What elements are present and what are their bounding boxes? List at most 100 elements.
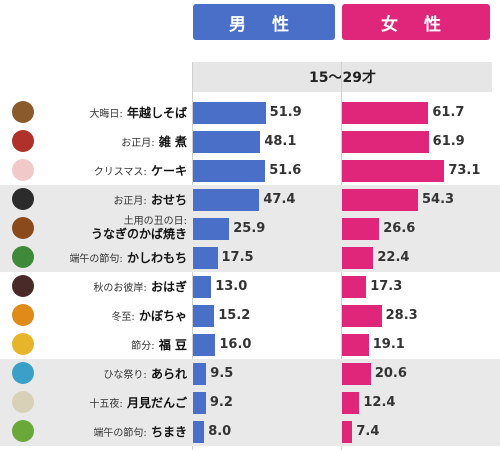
male-value-label: 51.6 bbox=[269, 163, 302, 178]
female-value-label: 61.7 bbox=[432, 105, 465, 120]
male-value-label: 51.9 bbox=[269, 105, 302, 120]
kashiwa-mochi-icon bbox=[12, 246, 34, 268]
category-label: お正月: 雑 煮 bbox=[121, 127, 187, 156]
male-bar bbox=[193, 276, 212, 298]
male-bar bbox=[193, 334, 216, 356]
pumpkin-icon bbox=[12, 304, 34, 326]
tsukimi-dango-icon bbox=[12, 391, 34, 413]
beans-box-icon bbox=[12, 333, 34, 355]
category-label: お正月: おせち bbox=[113, 185, 187, 214]
category-prefix: 節分: bbox=[131, 340, 155, 352]
osechi-box-icon bbox=[12, 188, 34, 210]
chart-row: 十五夜: 月見だんご 9.2 12.4 bbox=[0, 388, 500, 417]
male-bar bbox=[193, 189, 260, 211]
female-bar bbox=[342, 363, 371, 385]
chart-row: ひな祭り: あられ 9.5 20.6 bbox=[0, 359, 500, 388]
category-label: 端午の節句: ちまき bbox=[93, 417, 187, 446]
category-name: かぼちゃ bbox=[134, 308, 187, 323]
category-name: 雑 煮 bbox=[154, 134, 187, 149]
male-value-label: 16.0 bbox=[219, 337, 252, 352]
female-value-label: 28.3 bbox=[385, 308, 418, 323]
male-value-label: 25.9 bbox=[233, 221, 266, 236]
category-name: 年越しそば bbox=[122, 105, 187, 120]
category-label: 土用の丑の日: うなぎのかば焼き bbox=[91, 214, 187, 243]
male-bar bbox=[193, 131, 261, 153]
category-label: 節分: 福 豆 bbox=[131, 330, 187, 359]
cake-icon bbox=[12, 159, 34, 181]
category-prefix: 端午の節句: bbox=[93, 427, 147, 439]
category-name: おはぎ bbox=[146, 279, 187, 294]
female-bar bbox=[342, 276, 367, 298]
male-value-label: 15.2 bbox=[218, 308, 251, 323]
category-prefix: 秋のお彼岸: bbox=[93, 282, 147, 294]
soba-bowl-icon bbox=[12, 101, 34, 123]
category-label: クリスマス: ケーキ bbox=[94, 156, 187, 185]
female-bar bbox=[342, 102, 429, 124]
category-name: あられ bbox=[146, 366, 187, 381]
female-value-label: 22.4 bbox=[377, 250, 410, 265]
male-bar bbox=[193, 392, 206, 414]
female-bar bbox=[342, 218, 380, 240]
category-name: ケーキ bbox=[146, 163, 187, 178]
male-bar bbox=[193, 421, 205, 443]
category-label: 端午の節句: かしわもち bbox=[69, 243, 187, 272]
chart-row: 端午の節句: かしわもち 17.5 22.4 bbox=[0, 243, 500, 272]
female-value-label: 26.6 bbox=[383, 221, 416, 236]
chart-row: 秋のお彼岸: おはぎ 13.0 17.3 bbox=[0, 272, 500, 301]
eel-icon bbox=[12, 217, 34, 239]
female-bar bbox=[342, 305, 382, 327]
chart-row: 土用の丑の日: うなぎのかば焼き 25.9 26.6 bbox=[0, 214, 500, 243]
category-prefix: 端午の節句: bbox=[69, 253, 123, 265]
chart-row: 冬至: かぼちゃ 15.2 28.3 bbox=[0, 301, 500, 330]
male-value-label: 17.5 bbox=[221, 250, 254, 265]
male-value-label: 13.0 bbox=[215, 279, 248, 294]
chart-row: お正月: 雑 煮 48.1 61.9 bbox=[0, 127, 500, 156]
male-header: 男 性 bbox=[193, 4, 335, 40]
male-bar bbox=[193, 247, 218, 269]
arare-icon bbox=[12, 362, 34, 384]
male-bar bbox=[193, 363, 207, 385]
category-name: 月見だんご bbox=[122, 395, 187, 410]
category-prefix: 大晦日: bbox=[89, 108, 123, 120]
female-bar bbox=[342, 189, 419, 211]
category-prefix: お正月: bbox=[121, 137, 155, 149]
chart-row: お正月: おせち 47.4 54.3 bbox=[0, 185, 500, 214]
female-bar bbox=[342, 334, 369, 356]
category-prefix: ひな祭り: bbox=[103, 369, 147, 381]
male-value-label: 48.1 bbox=[264, 134, 297, 149]
category-name: おせち bbox=[146, 192, 187, 207]
male-bar bbox=[193, 305, 215, 327]
zoni-bowl-icon bbox=[12, 130, 34, 152]
category-label: ひな祭り: あられ bbox=[103, 359, 187, 388]
male-value-label: 9.5 bbox=[210, 366, 234, 381]
ohagi-icon bbox=[12, 275, 34, 297]
female-bar bbox=[342, 160, 445, 182]
chart-row: 節分: 福 豆 16.0 19.1 bbox=[0, 330, 500, 359]
female-bar bbox=[342, 392, 360, 414]
female-bar bbox=[342, 131, 429, 153]
male-value-label: 47.4 bbox=[263, 192, 296, 207]
age-group-header: 15〜29才 bbox=[193, 62, 492, 92]
male-value-label: 9.2 bbox=[209, 395, 233, 410]
chart-row: クリスマス: ケーキ 51.6 73.1 bbox=[0, 156, 500, 185]
female-value-label: 12.4 bbox=[363, 395, 396, 410]
category-prefix: 冬至: bbox=[111, 311, 135, 323]
category-label: 冬至: かぼちゃ bbox=[111, 301, 187, 330]
female-value-label: 54.3 bbox=[422, 192, 455, 207]
category-label: 十五夜: 月見だんご bbox=[89, 388, 187, 417]
female-header: 女 性 bbox=[342, 4, 490, 40]
female-value-label: 20.6 bbox=[374, 366, 407, 381]
female-bar bbox=[342, 247, 374, 269]
male-bar bbox=[193, 102, 266, 124]
category-prefix: クリスマス: bbox=[93, 166, 147, 178]
female-bar bbox=[342, 421, 353, 443]
female-value-label: 17.3 bbox=[370, 279, 403, 294]
category-label: 秋のお彼岸: おはぎ bbox=[93, 272, 187, 301]
male-value-label: 8.0 bbox=[208, 424, 232, 439]
chart-row: 大晦日: 年越しそば 51.9 61.7 bbox=[0, 98, 500, 127]
category-prefix: 十五夜: bbox=[89, 398, 123, 410]
female-value-label: 7.4 bbox=[356, 424, 380, 439]
female-value-label: 19.1 bbox=[372, 337, 405, 352]
category-name: かしわもち bbox=[122, 250, 187, 265]
male-bar bbox=[193, 218, 230, 240]
